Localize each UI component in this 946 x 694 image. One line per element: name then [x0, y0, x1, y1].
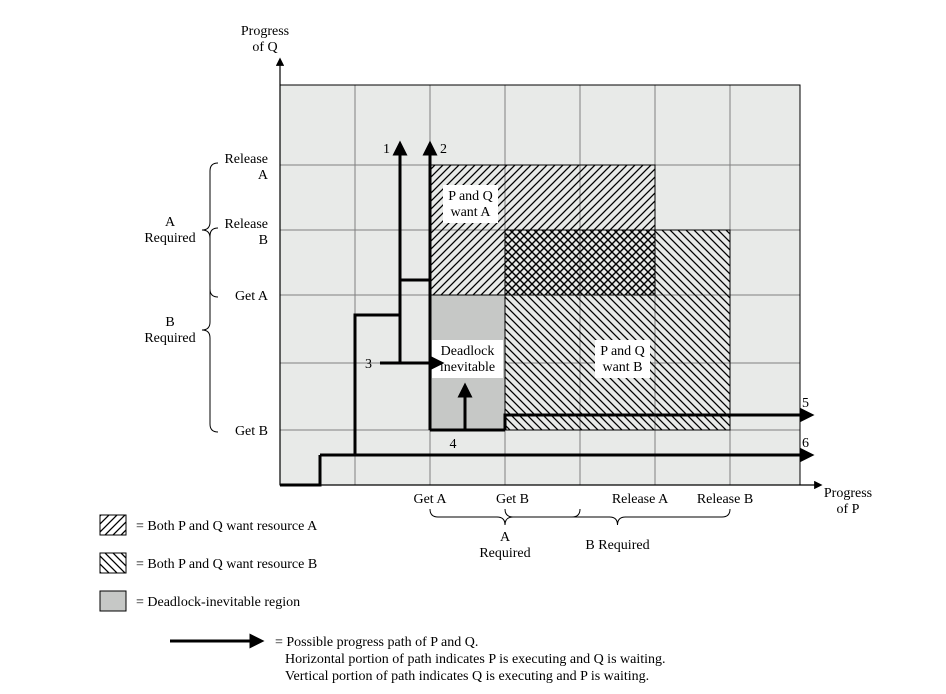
region-overlap	[505, 230, 655, 295]
bottom-brace-b: B Required	[585, 538, 649, 553]
ylabel-release-a: Release	[224, 152, 268, 167]
svg-text:A: A	[258, 168, 269, 183]
legend-arrow-3: Vertical portion of path indicates Q is …	[285, 669, 649, 684]
y-axis-title: Progress	[241, 24, 289, 39]
path-label-1: 1	[383, 142, 390, 157]
diagram-svg: Progressof QProgressof PP and Qwant AP a…	[0, 0, 946, 694]
svg-text:Required: Required	[144, 231, 195, 246]
svg-text:P and Q: P and Q	[448, 189, 493, 204]
svg-text:want A: want A	[450, 205, 491, 220]
svg-text:Required: Required	[479, 546, 530, 561]
legend-text-a: = Both P and Q want resource A	[136, 519, 318, 534]
xlabel-release-b: Release B	[697, 492, 753, 507]
legend-text-deadlock: = Deadlock-inevitable region	[136, 595, 300, 610]
xlabel-release-a: Release A	[612, 492, 669, 507]
svg-text:Deadlock: Deadlock	[441, 344, 495, 359]
path-label-3: 3	[365, 357, 372, 372]
path-label-5: 5	[802, 396, 809, 411]
path-label-6: 6	[802, 436, 809, 451]
left-brace-b: B	[165, 315, 174, 330]
path-label-2: 2	[440, 142, 447, 157]
bottom-brace-a: A	[500, 530, 511, 545]
svg-text:want B: want B	[602, 360, 642, 375]
legend-arrow-1: = Possible progress path of P and Q.	[275, 635, 478, 650]
svg-text:inevitable: inevitable	[440, 360, 495, 375]
xlabel-get-b: Get B	[496, 492, 529, 507]
ylabel-release-b: Release	[224, 217, 268, 232]
svg-text:Required: Required	[144, 331, 195, 346]
legend-text-b: = Both P and Q want resource B	[136, 557, 317, 572]
left-brace-a: A	[165, 215, 176, 230]
svg-text:of P: of P	[837, 502, 860, 517]
svg-text:B: B	[259, 233, 268, 248]
brace	[202, 228, 218, 432]
x-axis-title: Progress	[824, 486, 872, 501]
legend-swatch-a	[100, 515, 126, 535]
svg-text:P and Q: P and Q	[600, 344, 645, 359]
path-label-4: 4	[450, 437, 457, 452]
legend-arrow-2: Horizontal portion of path indicates P i…	[285, 652, 666, 667]
legend-swatch-b	[100, 553, 126, 573]
ylabel-get-b: Get B	[235, 424, 268, 439]
legend-swatch-deadlock	[100, 591, 126, 611]
brace-h	[505, 509, 730, 525]
xlabel-get-a: Get A	[413, 492, 447, 507]
ylabel-get-a: Get A	[235, 289, 269, 304]
svg-text:of Q: of Q	[252, 40, 277, 55]
diagram-root: { "canvas": { "width": 946, "height": 69…	[0, 0, 946, 694]
